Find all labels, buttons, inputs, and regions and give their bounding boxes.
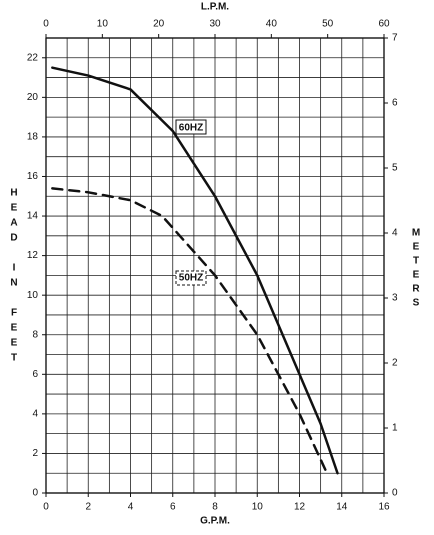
y-tick-label: 22 <box>27 52 39 63</box>
y-tick-label: 8 <box>32 329 38 340</box>
y-axis-title-letter: D <box>10 233 17 244</box>
secondary-y-axis-title-letter: E <box>413 270 420 281</box>
secondary-y-axis-title-letter: R <box>412 284 420 295</box>
series-label-50hz: 50HZ <box>179 273 203 284</box>
secondary-y-tick-label: 3 <box>392 293 398 304</box>
secondary-x-tick-label: 40 <box>266 19 278 30</box>
y-axis-title-letter: H <box>10 188 17 199</box>
y-tick-label: 6 <box>32 369 38 380</box>
y-tick-label: 10 <box>27 290 39 301</box>
x-tick-label: 14 <box>336 502 348 513</box>
secondary-y-tick-label: 6 <box>392 98 398 109</box>
labels-layer: 0 2 4 6 8 10 12 14 160 10 20 30 40 50 6002468101214161… <box>10 2 420 527</box>
y-tick-label: 14 <box>27 211 39 222</box>
y-axis-title-letter: F <box>11 308 17 319</box>
secondary-y-axis-title-letter: E <box>413 242 420 253</box>
secondary-y-tick-label: 0 <box>392 488 398 499</box>
y-tick-label: 12 <box>27 250 39 261</box>
y-tick-label: 2 <box>32 448 38 459</box>
secondary-x-tick-label: 60 <box>378 19 390 30</box>
secondary-x-axis-title: L.P.M. <box>201 2 229 13</box>
secondary-y-tick-label: 4 <box>392 228 398 239</box>
y-tick-label: 20 <box>27 92 39 103</box>
secondary-y-tick-label: 5 <box>392 163 398 174</box>
secondary-x-tick-label: 20 <box>153 19 165 30</box>
y-axis-title-letter: E <box>11 323 18 334</box>
secondary-x-tick-label: 30 <box>209 19 221 30</box>
x-tick-label: 8 <box>212 502 218 513</box>
secondary-y-axis-title-letter: T <box>413 256 419 267</box>
secondary-y-tick-label: 2 <box>392 358 398 369</box>
x-tick-label: 4 <box>128 502 134 513</box>
x-tick-label: 6 <box>170 502 176 513</box>
series-line-50hz <box>51 187 329 475</box>
grid-layer <box>45 37 385 494</box>
y-tick-label: 18 <box>27 132 39 143</box>
secondary-y-axis-title-letter: M <box>412 228 420 239</box>
axes-layer <box>42 34 388 497</box>
y-axis-title-letter: I <box>13 263 16 274</box>
secondary-x-tick-label: 0 <box>43 19 49 30</box>
series-label-60hz: 60HZ <box>179 123 203 134</box>
x-tick-label: 10 <box>252 502 264 513</box>
secondary-x-tick-label: 10 <box>97 19 109 30</box>
secondary-y-tick-label: 7 <box>392 33 398 44</box>
y-axis-title-letter: E <box>11 203 18 214</box>
x-tick-label: 16 <box>378 502 390 513</box>
series-line-60hz <box>51 66 339 475</box>
secondary-x-tick-label: 50 <box>322 19 334 30</box>
series-label-box-50hz <box>175 270 207 286</box>
secondary-y-axis-title-letter: S <box>413 298 420 309</box>
series-layer <box>51 66 339 475</box>
y-tick-label: 0 <box>32 488 38 499</box>
secondary-y-tick-label: 1 <box>392 423 398 434</box>
y-axis-title-letter: A <box>10 218 17 229</box>
y-axis-title-letter: T <box>11 353 17 364</box>
series-label-box-60hz <box>175 119 207 135</box>
x-axis-title: G.P.M. <box>200 516 230 527</box>
x-tick-label: 2 <box>85 502 91 513</box>
y-tick-label: 16 <box>27 171 39 182</box>
y-axis-title-letter: E <box>11 338 18 349</box>
x-tick-label: 12 <box>294 502 306 513</box>
y-tick-label: 4 <box>32 409 38 420</box>
x-tick-label: 0 <box>43 502 49 513</box>
y-axis-title-letter: N <box>10 278 17 289</box>
